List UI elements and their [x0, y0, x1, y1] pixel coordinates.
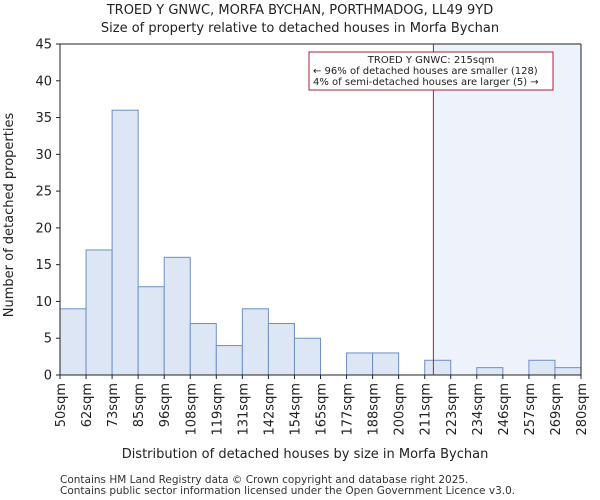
x-tick-label-200sqm: 200sqm	[393, 383, 408, 436]
x-tick-label-280sqm: 280sqm	[575, 383, 590, 436]
plot-area: 0 5 10 15 20 25 30 35 40 45 50sqm 62sqm 73sqm 85sqm 96…	[35, 38, 590, 436]
chart-title-line2: Size of property relative to detached ho…	[101, 21, 499, 36]
bar-62sqm	[85, 249, 113, 376]
y-tick-label-20: 20	[35, 221, 52, 236]
annotation-line-2: ← 96% of detached houses are smaller (12…	[313, 66, 538, 77]
x-tick-label-257sqm: 257sqm	[523, 383, 538, 436]
x-tick-label-85sqm: 85sqm	[132, 383, 147, 427]
bar-119sqm	[215, 345, 243, 376]
y-tick-label-30: 30	[35, 148, 52, 163]
x-tick-label-119sqm: 119sqm	[210, 383, 225, 436]
y-tick-label-15: 15	[35, 258, 52, 273]
bar-154sqm	[293, 337, 322, 376]
annotation-line-1: TROED Y GNWC: 215sqm	[367, 55, 494, 66]
bar-211sqm	[424, 359, 452, 376]
bar-177sqm	[346, 352, 374, 376]
x-tick-label-96sqm: 96sqm	[158, 383, 173, 427]
bar-131sqm	[241, 308, 269, 376]
y-tick-label-40: 40	[35, 74, 52, 89]
y-tick-label-35: 35	[35, 111, 52, 126]
x-tick-label-188sqm: 188sqm	[367, 383, 382, 436]
x-tick-label-223sqm: 223sqm	[445, 383, 460, 436]
bar-85sqm	[137, 286, 165, 376]
x-tick-label-211sqm: 211sqm	[419, 383, 434, 436]
bar-50sqm	[59, 308, 87, 376]
y-tick-label-5: 5	[44, 332, 52, 347]
x-tick-label-154sqm: 154sqm	[288, 383, 303, 436]
annotation-line-3: 4% of semi-detached houses are larger (5…	[313, 77, 539, 88]
y-axis-label: Number of detached properties	[2, 113, 17, 318]
bar-257sqm	[528, 359, 556, 376]
x-tick-label-50sqm: 50sqm	[54, 383, 69, 427]
chart-title-line1: TROED Y GNWC, MORFA BYCHAN, PORTHMADOG, …	[106, 3, 494, 18]
y-tick-label-45: 45	[35, 38, 52, 53]
x-tick-label-108sqm: 108sqm	[184, 383, 199, 436]
bar-108sqm	[189, 323, 217, 376]
y-tick-label-10: 10	[35, 295, 52, 310]
x-tick-label-131sqm: 131sqm	[236, 383, 251, 436]
x-tick-label-62sqm: 62sqm	[80, 383, 95, 427]
y-tick-label-0: 0	[44, 369, 52, 384]
bar-142sqm	[267, 323, 295, 376]
larger-region-shade	[433, 44, 581, 375]
bar-73sqm	[111, 109, 139, 376]
footer-line2: Contains public sector information licen…	[60, 485, 515, 497]
bar-269sqm	[554, 367, 582, 376]
annotation-box	[308, 51, 554, 91]
x-tick-label-234sqm: 234sqm	[471, 383, 486, 436]
x-tick-label-165sqm: 165sqm	[315, 383, 330, 436]
bar-188sqm	[372, 352, 400, 376]
x-tick-label-269sqm: 269sqm	[549, 383, 564, 436]
footer-line1: Contains HM Land Registry data © Crown c…	[60, 474, 468, 486]
x-tick-label-246sqm: 246sqm	[497, 383, 512, 436]
x-axis-label: Distribution of detached houses by size …	[122, 447, 489, 462]
x-tick-label-142sqm: 142sqm	[262, 383, 277, 436]
bar-234sqm	[476, 367, 504, 376]
bar-96sqm	[163, 256, 191, 376]
x-tick-label-73sqm: 73sqm	[106, 383, 121, 427]
y-tick-label-25: 25	[35, 185, 52, 200]
x-tick-label-177sqm: 177sqm	[341, 383, 356, 436]
